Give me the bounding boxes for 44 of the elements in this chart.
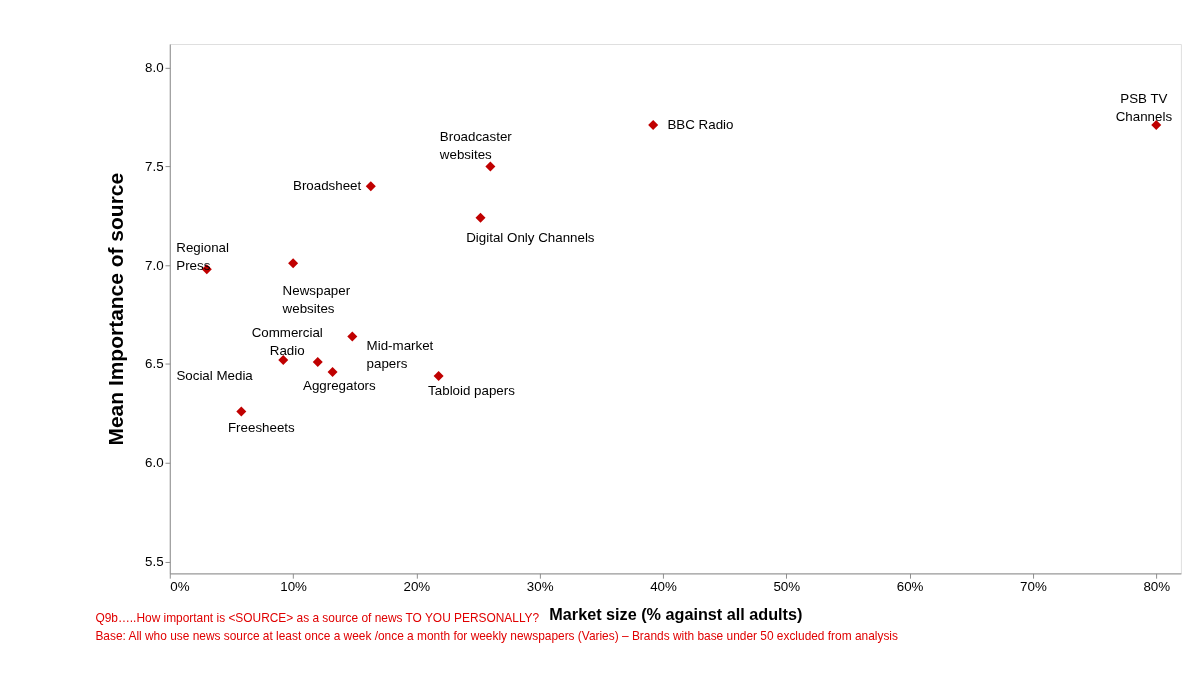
x-tick-label: 0% [170,579,190,595]
x-tick-label: 50% [773,579,801,595]
point [648,120,659,131]
text: Base: All who use news source at least once a week /once a month for weekly newspapers (Varies) – Brands with base under 50 excluded from analysis [95,629,898,644]
point [347,331,358,342]
annotation: Commercial Radio [251,325,323,359]
x-tick-label: 30% [526,579,554,595]
y-tick-label: 6.5 [145,356,164,372]
point [475,212,486,223]
annotation: Tabloid papers [428,382,516,398]
annotation: Broadcaster websites [438,128,513,162]
point [288,258,299,269]
point [236,406,247,417]
y-tick-label: 7.0 [145,257,164,273]
y-tick-label: 5.5 [145,553,164,569]
y-tick-label: 6.0 [145,455,164,471]
y-tick-label: 8.0 [145,60,164,76]
point [1151,120,1162,131]
annotation: Freesheets [227,420,296,436]
x-tick-label: 60% [896,579,924,595]
annotation: Aggregators [302,378,377,394]
x-tick-label: 70% [1020,579,1047,595]
text: Q9b…..How important is <SOURCE> as a source of news TO YOU PERSONALLY? [95,611,540,626]
x-tick-label: 20% [403,579,431,595]
annotation: Digital Only Channels [466,229,595,245]
x-axis-title: Market size (% against all adults) [549,604,803,623]
point [365,181,376,192]
point [327,366,338,377]
y-axis-title: Mean Importance of source [104,172,128,446]
annotation: Broadsheet [293,178,362,194]
annotation: Newspaper websites [281,282,351,316]
point [278,355,289,366]
annotation: Regional Press [176,240,229,274]
y-tick-label: 7.5 [145,158,164,174]
point [312,357,323,368]
annotation: Mid-market papers [366,337,434,371]
point [485,161,496,172]
annotation: Social Media [176,368,254,384]
annotation: BBC Radio [667,116,734,132]
annotation: PSB TV Channels [1115,91,1173,125]
x-tick-label: 10% [280,579,308,595]
x-tick-label: 80% [1143,579,1171,595]
point [433,370,444,381]
x-tick-label: 40% [650,579,677,595]
